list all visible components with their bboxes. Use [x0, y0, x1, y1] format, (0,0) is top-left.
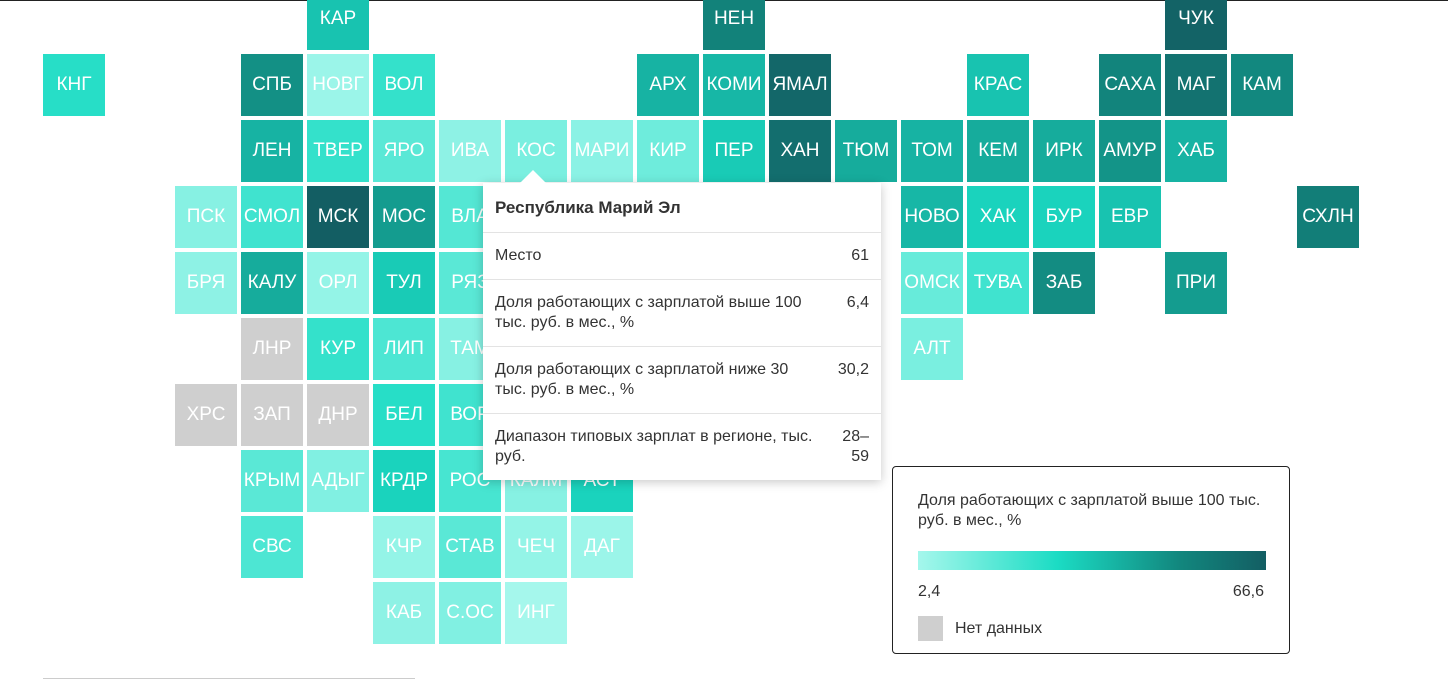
region-tile[interactable]: ЛЕН: [241, 120, 303, 182]
region-tile[interactable]: СМОЛ: [241, 186, 303, 248]
region-tile[interactable]: НОВГ: [307, 54, 369, 116]
region-tile[interactable]: ЛИП: [373, 318, 435, 380]
tooltip-value: 30,2: [837, 361, 869, 378]
region-tile[interactable]: РОС: [439, 450, 501, 512]
legend-min-label: 2,4: [918, 583, 941, 600]
region-tile[interactable]: АМУР: [1099, 120, 1161, 182]
legend-nodata-label: Нет данных: [955, 619, 1043, 637]
region-tile[interactable]: КРАС: [967, 54, 1029, 116]
region-tile[interactable]: КАМ: [1231, 54, 1293, 116]
region-tile[interactable]: НЕН: [703, 0, 765, 50]
region-tile[interactable]: ЕВР: [1099, 186, 1161, 248]
region-tile[interactable]: ОМСК: [901, 252, 963, 314]
region-tile[interactable]: НОВО: [901, 186, 963, 248]
region-tile[interactable]: ТЮМ: [835, 120, 897, 182]
legend-max-label: 66,6: [1232, 583, 1264, 600]
region-tile[interactable]: АЛТ: [901, 318, 963, 380]
region-tile[interactable]: КЕМ: [967, 120, 1029, 182]
region-tile[interactable]: КИР: [637, 120, 699, 182]
map-legend: Доля работающих с зарплатой выше 100 тыс…: [892, 466, 1290, 654]
tooltip-value: 28–59: [842, 428, 869, 465]
tooltip-label: Доля работающих с зарплатой ниже 30 тыс.…: [495, 361, 789, 398]
region-tile[interactable]: КАР: [307, 0, 369, 50]
region-tile[interactable]: ХАК: [967, 186, 1029, 248]
region-tile[interactable]: САХА: [1099, 54, 1161, 116]
region-tile[interactable]: КРДР: [373, 450, 435, 512]
region-tile[interactable]: ТВЕР: [307, 120, 369, 182]
region-tile[interactable]: ЧУК: [1165, 0, 1227, 50]
region-tile[interactable]: ЛНР: [241, 318, 303, 380]
region-tile[interactable]: БЕЛ: [373, 384, 435, 446]
region-tile[interactable]: КЧР: [373, 516, 435, 578]
tooltip-arrow: [519, 170, 547, 184]
tooltip-row-low-salary: Доля работающих с зарплатой ниже 30 тыс.…: [483, 347, 881, 414]
region-tile[interactable]: МАРИ: [571, 120, 633, 182]
region-tile[interactable]: МОС: [373, 186, 435, 248]
region-tile[interactable]: ИВА: [439, 120, 501, 182]
tooltip-label: Доля работающих с зарплатой выше 100 тыс…: [495, 294, 802, 331]
region-tile[interactable]: ПСК: [175, 186, 237, 248]
tooltip-row-salary-range: Диапазон типовых зарплат в регионе, тыс.…: [483, 414, 881, 480]
region-tile[interactable]: СВС: [241, 516, 303, 578]
region-tile[interactable]: МАГ: [1165, 54, 1227, 116]
region-tile[interactable]: ЗАБ: [1033, 252, 1095, 314]
region-tile[interactable]: ДНР: [307, 384, 369, 446]
legend-title: Доля работающих с зарплатой выше 100 тыс…: [918, 492, 1261, 529]
region-tile[interactable]: ТУЛ: [373, 252, 435, 314]
legend-nodata-item: Нет данных: [918, 616, 1264, 641]
tooltip-row-high-salary: Доля работающих с зарплатой выше 100 тыс…: [483, 280, 881, 347]
region-tile[interactable]: ТОМ: [901, 120, 963, 182]
region-tile[interactable]: ХАБ: [1165, 120, 1227, 182]
region-tile[interactable]: КОМИ: [703, 54, 765, 116]
region-tile[interactable]: ХРС: [175, 384, 237, 446]
region-tile[interactable]: КУР: [307, 318, 369, 380]
region-tile[interactable]: ОРЛ: [307, 252, 369, 314]
region-tile[interactable]: СТАВ: [439, 516, 501, 578]
region-tile[interactable]: СХЛН: [1297, 186, 1359, 248]
region-tile[interactable]: БУР: [1033, 186, 1095, 248]
region-tile[interactable]: ТУВА: [967, 252, 1029, 314]
legend-gradient-bar: [918, 551, 1266, 570]
region-tile[interactable]: АРХ: [637, 54, 699, 116]
region-tile[interactable]: ИРК: [1033, 120, 1095, 182]
region-tile[interactable]: ДАГ: [571, 516, 633, 578]
legend-scale-labels: 2,4 66,6: [918, 583, 1264, 601]
region-tile[interactable]: ПЕР: [703, 120, 765, 182]
region-tile[interactable]: ХАН: [769, 120, 831, 182]
region-tile[interactable]: АДЫГ: [307, 450, 369, 512]
tooltip-value: 61: [851, 247, 869, 264]
region-tile[interactable]: ЯРО: [373, 120, 435, 182]
region-tile[interactable]: С.ОС: [439, 582, 501, 644]
region-tile[interactable]: КРЫМ: [241, 450, 303, 512]
region-tile[interactable]: БРЯ: [175, 252, 237, 314]
region-tile[interactable]: КНГ: [43, 54, 105, 116]
region-tile[interactable]: ПРИ: [1165, 252, 1227, 314]
region-tile[interactable]: КАБ: [373, 582, 435, 644]
region-tile[interactable]: ВОЛ: [373, 54, 435, 116]
tooltip-title: Республика Марий Эл: [483, 183, 881, 233]
region-tile[interactable]: МСК: [307, 186, 369, 248]
tooltip-value: 6,4: [846, 294, 869, 311]
region-tile[interactable]: СПБ: [241, 54, 303, 116]
tooltip-label: Место: [495, 247, 542, 264]
tooltip-label: Диапазон типовых зарплат в регионе, тыс.…: [495, 428, 813, 465]
region-tile[interactable]: КАЛУ: [241, 252, 303, 314]
tooltip-row-rank: Место 61: [483, 233, 881, 280]
bottom-divider: [43, 678, 415, 679]
region-tile[interactable]: ЯМАЛ: [769, 54, 831, 116]
region-tile[interactable]: ЧЕЧ: [505, 516, 567, 578]
region-tile[interactable]: ИНГ: [505, 582, 567, 644]
region-tooltip: Республика Марий Эл Место 61 Доля работа…: [483, 170, 881, 480]
region-tile[interactable]: ЗАП: [241, 384, 303, 446]
legend-nodata-swatch: [918, 616, 943, 641]
